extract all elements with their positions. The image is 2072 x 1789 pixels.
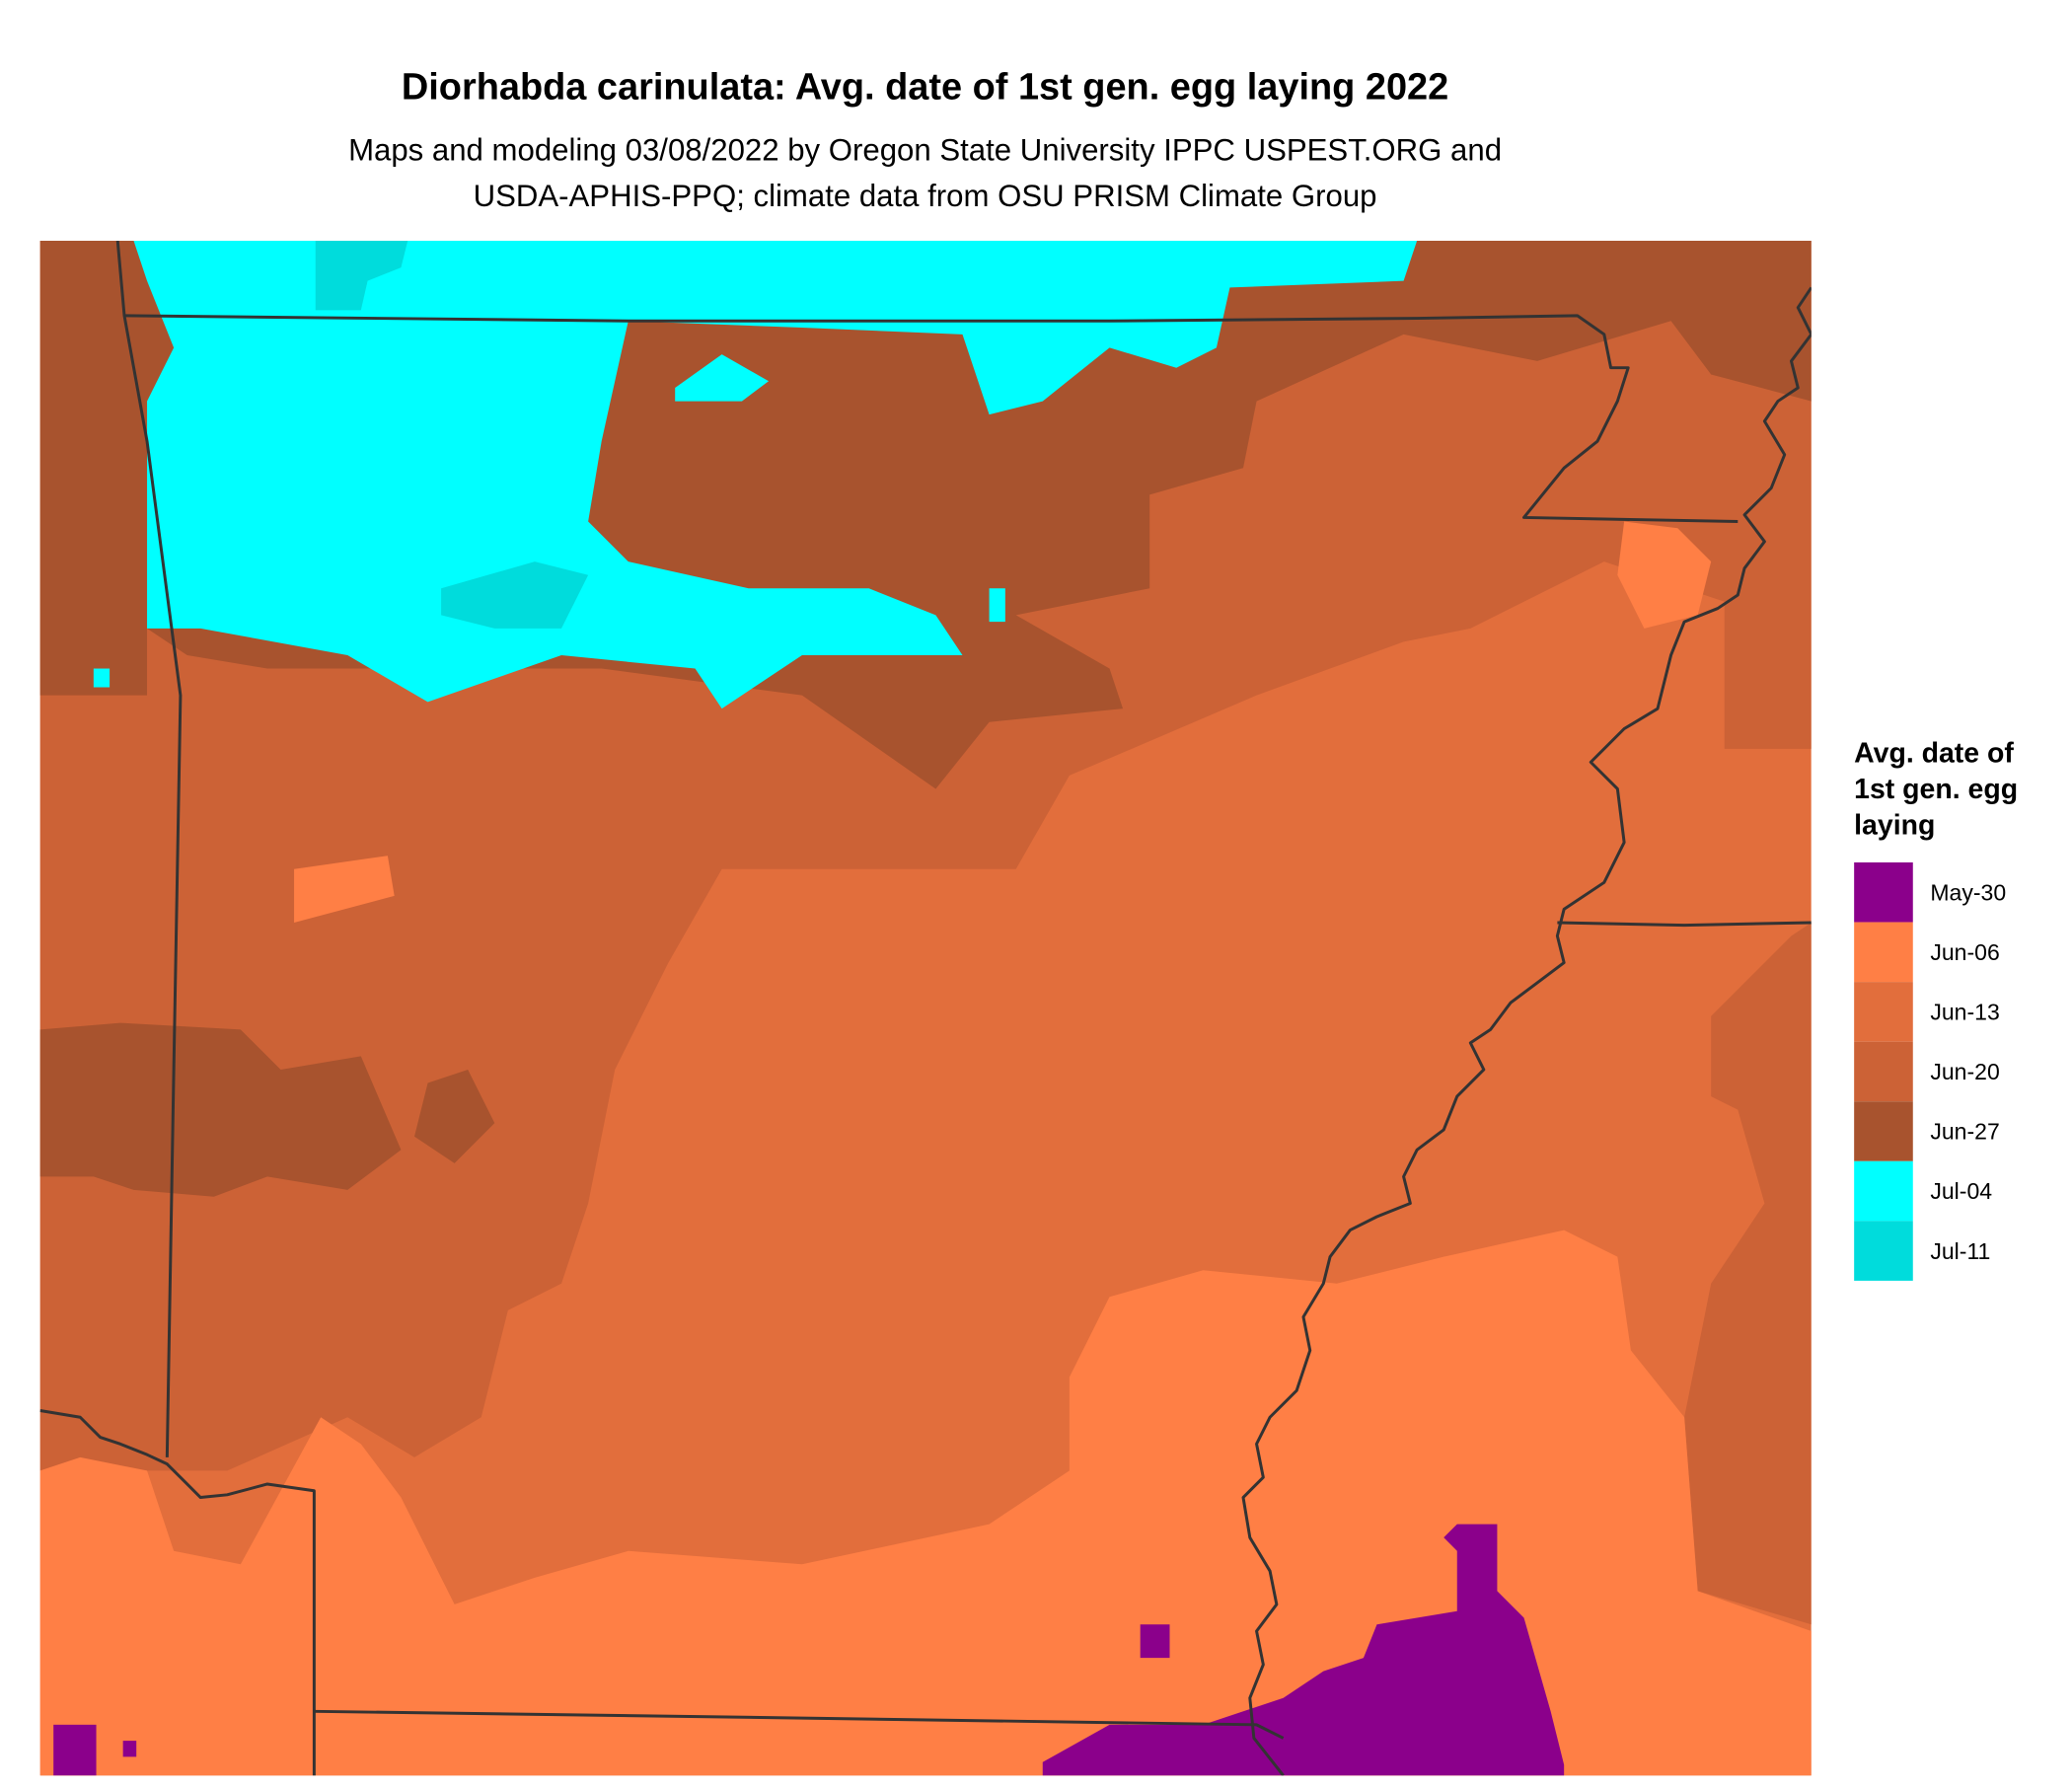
map [39, 240, 1812, 1776]
state-border [1557, 921, 1812, 928]
region-jul11 [441, 561, 589, 629]
legend-swatch [1854, 1160, 1913, 1222]
legend-title: laying [1854, 810, 1935, 842]
legend-label: May-30 [1930, 879, 2006, 905]
region-may30 [53, 1724, 97, 1776]
region-jul04 [93, 668, 111, 688]
subtitle: USDA-APHIS-PPQ; climate data from OSU PR… [474, 179, 1377, 213]
region-may30 [122, 1741, 137, 1757]
legend-label: Jul-11 [1930, 1238, 1990, 1264]
legend: Avg. date of 1st gen. egg laying May-30 J… [1854, 737, 2018, 1281]
region-jul11 [315, 240, 408, 311]
title: Diorhabda carinulata: Avg. date of 1st g… [402, 66, 1448, 108]
state-border [123, 314, 1739, 523]
subtitle: Maps and modeling 03/08/2022 by Oregon S… [348, 133, 1502, 168]
state-border [115, 240, 183, 1457]
region-jul04 [675, 354, 770, 402]
legend-label: Jun-13 [1930, 1000, 1999, 1025]
state-border [314, 1709, 1285, 1740]
legend-swatch [1854, 861, 1913, 923]
state-border [39, 1408, 316, 1776]
legend-swatch [1854, 922, 1913, 983]
state-border [1241, 286, 1812, 1776]
legend-label: Jun-27 [1930, 1119, 1999, 1145]
legend-label: Jun-06 [1930, 939, 1999, 965]
legend-title: Avg. date of [1854, 737, 2014, 769]
region-jun27 [414, 1069, 495, 1163]
region-jun06 [1617, 521, 1712, 629]
legend-swatch [1854, 982, 1913, 1042]
legend-swatch [1854, 1101, 1913, 1161]
legend-title: 1st gen. egg [1854, 774, 2018, 805]
region-may30 [1042, 1524, 1565, 1776]
region-may30 [1140, 1624, 1170, 1659]
region-jun27 [39, 1022, 402, 1197]
region-jul04 [989, 588, 1005, 623]
legend-label: Jul-04 [1930, 1178, 1992, 1204]
legend-swatch [1854, 1041, 1913, 1102]
legend-label: Jun-20 [1930, 1059, 1999, 1084]
region-jun06 [39, 1230, 1812, 1776]
region-jun06 [294, 856, 395, 923]
region-jun20 [1684, 922, 1812, 1625]
legend-swatch [1854, 1221, 1913, 1281]
